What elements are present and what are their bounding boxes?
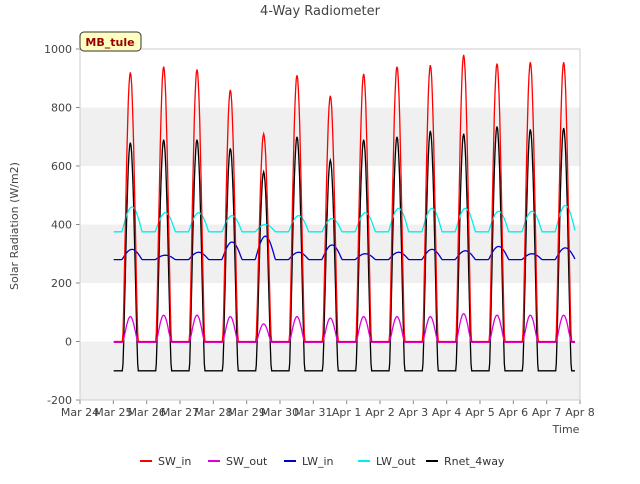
grid-bands bbox=[80, 49, 580, 400]
series-line-LW_out bbox=[113, 204, 576, 233]
y-tick-label: 1000 bbox=[44, 43, 72, 56]
plot-frame bbox=[79, 48, 581, 401]
site-label: MB_tule bbox=[85, 36, 134, 49]
legend-label-LW_out: LW_out bbox=[376, 455, 416, 468]
series-lines bbox=[113, 54, 576, 372]
grid-band bbox=[80, 283, 580, 342]
x-tick-label: Mar 29 bbox=[228, 406, 266, 419]
x-tick-label: Apr 3 bbox=[399, 406, 429, 419]
x-axis-label: Time bbox=[552, 423, 580, 436]
y-axis-ticks: -200 0 200 400 600 800 1000 bbox=[44, 43, 80, 407]
x-tick-label: Apr 4 bbox=[432, 406, 462, 419]
y-tick-label: 800 bbox=[51, 102, 72, 115]
grid-band bbox=[80, 224, 580, 283]
x-tick-label: Apr 5 bbox=[465, 406, 495, 419]
site-label-box: MB_tule bbox=[79, 31, 142, 52]
y-tick-label: -200 bbox=[47, 394, 72, 407]
legend-label-SW_out: SW_out bbox=[226, 455, 268, 468]
grid-band bbox=[80, 166, 580, 225]
chart-title: 4-Way Radiometer bbox=[260, 4, 381, 19]
series-line-Rnet_4way bbox=[113, 126, 575, 372]
y-tick-label: 400 bbox=[51, 219, 72, 232]
legend-label-LW_in: LW_in bbox=[302, 455, 334, 468]
y-tick-label: 200 bbox=[51, 277, 72, 290]
legend-label-Rnet_4way: Rnet_4way bbox=[444, 455, 505, 468]
series-line-SW_in bbox=[113, 54, 575, 343]
series-line-LW_in bbox=[113, 235, 576, 261]
series-line-SW_out bbox=[113, 312, 575, 344]
legend-label-SW_in: SW_in bbox=[158, 455, 191, 468]
x-tick-label: Mar 31 bbox=[294, 406, 332, 419]
grid-band bbox=[80, 107, 580, 166]
x-tick-label: Mar 28 bbox=[194, 406, 232, 419]
x-tick-label: Apr 1 bbox=[332, 406, 362, 419]
y-tick-label: 0 bbox=[65, 336, 72, 349]
x-tick-label: Mar 30 bbox=[261, 406, 299, 419]
x-tick-label: Mar 25 bbox=[94, 406, 132, 419]
y-axis-label: Solar Radiation (W/m2) bbox=[8, 162, 21, 290]
x-tick-label: Apr 2 bbox=[365, 406, 395, 419]
x-tick-label: Apr 6 bbox=[499, 406, 529, 419]
grid-band bbox=[80, 341, 580, 400]
x-tick-label: Mar 27 bbox=[161, 406, 199, 419]
x-tick-label: Apr 7 bbox=[532, 406, 562, 419]
x-tick-label: Mar 26 bbox=[128, 406, 166, 419]
x-tick-label: Apr 8 bbox=[565, 406, 595, 419]
x-tick-label: Mar 24 bbox=[61, 406, 99, 419]
y-tick-label: 600 bbox=[51, 160, 72, 173]
legend: SW_in SW_out LW_in LW_out Rnet_4way bbox=[140, 455, 505, 468]
